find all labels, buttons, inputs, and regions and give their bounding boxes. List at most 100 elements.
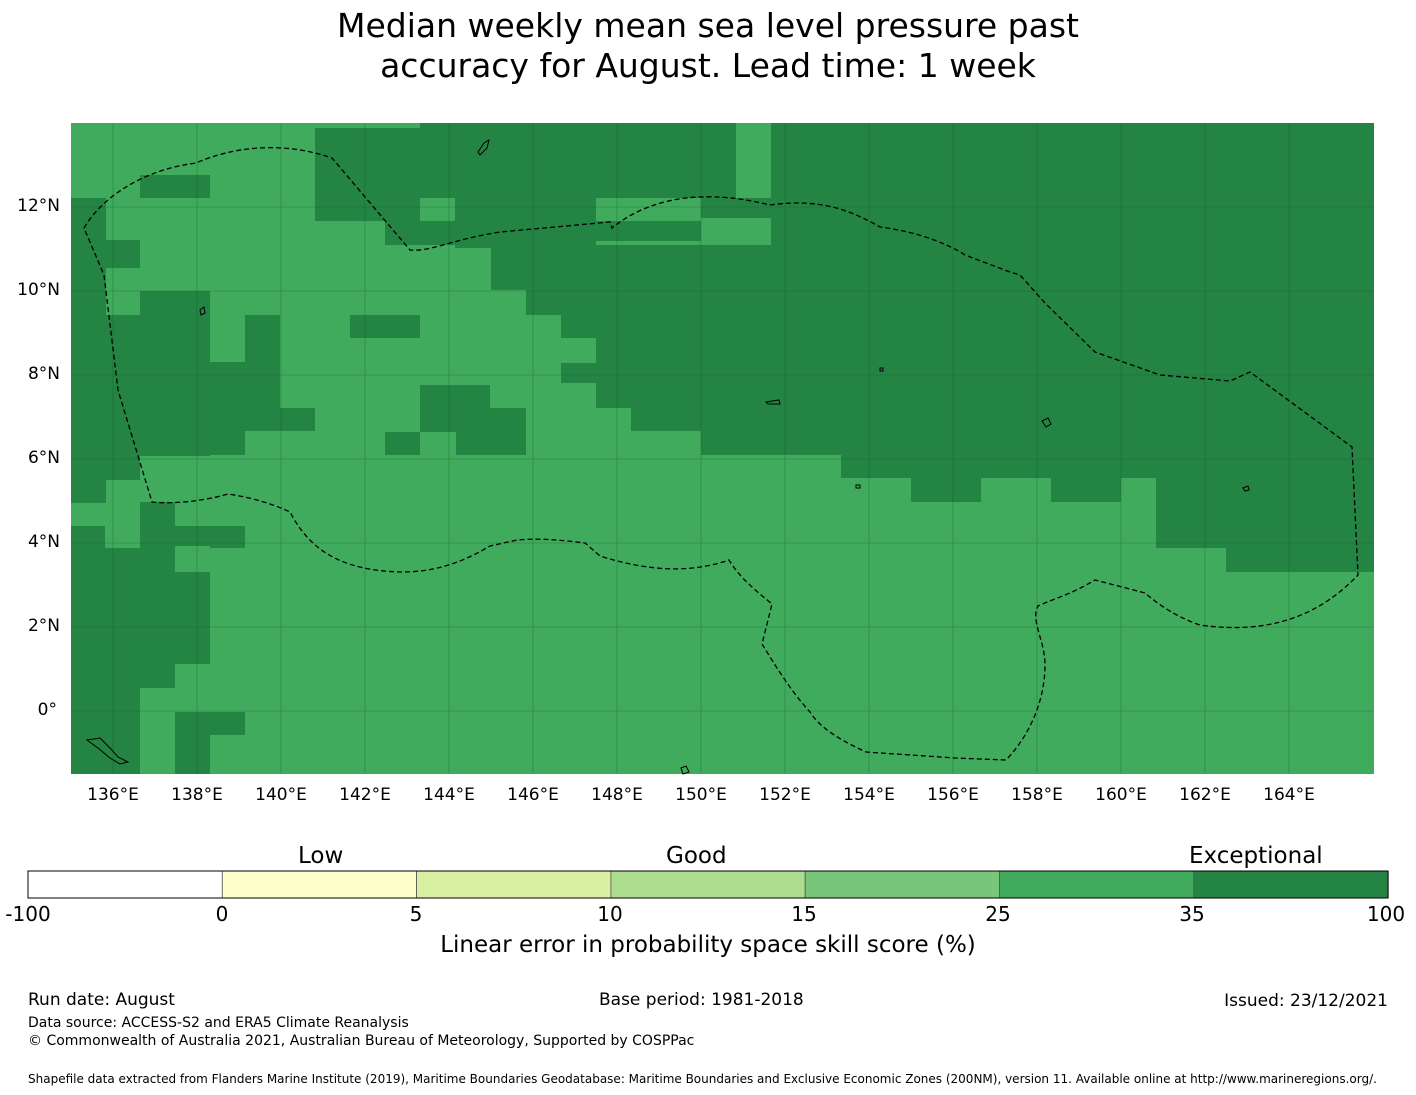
- exceptional-skill-cell: [140, 664, 175, 688]
- exceptional-skill-cell: [911, 478, 981, 502]
- title-line-2: accuracy for August. Lead time: 1 week: [380, 46, 1036, 85]
- exceptional-skill-cell: [491, 245, 1374, 290]
- colorbar-segment: [999, 870, 1195, 899]
- exceptional-skill-cell: [71, 240, 140, 268]
- lat-tick-label: 12°N: [17, 196, 60, 216]
- exceptional-skill-cell: [140, 175, 210, 198]
- exceptional-skill-cell: [71, 526, 105, 774]
- lon-tick-label: 152°E: [759, 785, 811, 805]
- colorbar-frame: [27, 870, 1389, 899]
- colorbar-category-exceptional: Exceptional: [1189, 843, 1323, 869]
- exceptional-skill-cell: [771, 123, 1374, 198]
- small-island: [1242, 485, 1250, 492]
- base-period: Base period: 1981-2018: [599, 990, 804, 1010]
- exceptional-skill-cell: [596, 221, 701, 241]
- exceptional-skill-cell: [701, 198, 1374, 218]
- copyright: © Commonwealth of Australia 2021, Austra…: [28, 1033, 695, 1049]
- map-area: [71, 123, 1374, 775]
- exceptional-skill-cell: [596, 383, 1374, 408]
- colorbar-category-good: Good: [666, 843, 727, 869]
- colorbar-category-low: Low: [298, 843, 344, 869]
- lat-tick-label: 0°: [37, 700, 57, 720]
- small-island: [680, 765, 690, 775]
- exceptional-skill-cell: [771, 218, 1374, 248]
- exceptional-skill-cell: [701, 431, 1374, 455]
- exceptional-skill-cell: [210, 526, 245, 548]
- colorbar-tick-label: -100: [5, 902, 51, 926]
- colorbar-tick-label: 25: [985, 902, 1011, 926]
- shapefile-credit: Shapefile data extracted from Flanders M…: [28, 1072, 1377, 1086]
- lon-tick-label: 140°E: [255, 785, 307, 805]
- lat-tick-label: 2°N: [27, 616, 60, 636]
- exceptional-skill-cell: [175, 735, 210, 774]
- colorbar-tick-label: 0: [215, 902, 229, 926]
- lat-tick-label: 8°N: [27, 364, 60, 384]
- exceptional-skill-cell: [140, 502, 175, 572]
- colorbar-tick-label: 15: [791, 902, 817, 926]
- exceptional-skill-cell: [105, 548, 140, 774]
- lon-tick-label: 156°E: [927, 785, 979, 805]
- issued-date: Issued: 23/12/2021: [1224, 991, 1388, 1011]
- eez-boundary: [83, 147, 1359, 761]
- exceptional-skill-cell: [455, 198, 596, 248]
- lon-tick-label: 138°E: [171, 785, 223, 805]
- colorbar-tick-label: 35: [1179, 902, 1205, 926]
- exceptional-skill-cell: [71, 298, 106, 503]
- small-island: [764, 399, 781, 405]
- small-island: [879, 367, 884, 372]
- graticule: [71, 123, 1374, 774]
- lon-tick-label: 162°E: [1179, 785, 1231, 805]
- title-line-1: Median weekly mean sea level pressure pa…: [337, 6, 1079, 45]
- colorbar-segment: [221, 870, 418, 899]
- island-outlines: [85, 138, 1250, 775]
- exceptional-skill-cell: [1226, 548, 1374, 572]
- exceptional-skill-cell: [526, 290, 1374, 315]
- exceptional-skill-cell: [106, 315, 140, 480]
- run-date: Run date: August: [28, 990, 175, 1010]
- colorbar-segment: [804, 870, 1000, 899]
- exceptional-skill-cell: [596, 338, 1374, 363]
- small-island: [1041, 417, 1052, 428]
- colorbar: [27, 870, 1389, 899]
- lat-tick-label: 10°N: [17, 280, 60, 300]
- lon-tick-label: 164°E: [1263, 785, 1315, 805]
- lon-tick-label: 144°E: [423, 785, 475, 805]
- exceptional-skill-cell: [385, 432, 420, 455]
- palau-islands: [85, 737, 130, 765]
- lon-tick-label: 150°E: [675, 785, 727, 805]
- exceptional-skill-cell: [140, 572, 210, 664]
- exceptional-skill-cell: [1051, 478, 1121, 502]
- exceptional-skill-cell: [561, 363, 1374, 383]
- lon-tick-label: 160°E: [1095, 785, 1147, 805]
- guam-island: [477, 138, 490, 156]
- exceptional-skill-cell: [631, 408, 1374, 431]
- lon-tick-label: 136°E: [87, 785, 139, 805]
- colorbar-segment: [27, 870, 223, 899]
- exceptional-skill-cell: [245, 315, 280, 431]
- exceptional-skill-cell: [175, 526, 210, 546]
- small-island: [199, 306, 206, 316]
- lat-tick-label: 6°N: [27, 448, 60, 468]
- exceptional-skill-cell: [456, 408, 526, 455]
- colorbar-segment: [610, 870, 806, 899]
- exceptional-skill-cell: [385, 221, 455, 245]
- exceptional-skill-cell: [210, 362, 245, 408]
- exceptional-skill-cell: [350, 315, 420, 338]
- exceptional-skill-cell: [210, 408, 245, 455]
- small-island: [855, 484, 861, 489]
- colorbar-tick-label: 5: [409, 902, 423, 926]
- exceptional-skill-cell: [280, 408, 315, 431]
- lon-tick-label: 154°E: [843, 785, 895, 805]
- exceptional-skill-cell: [561, 315, 1374, 338]
- lon-tick-label: 148°E: [591, 785, 643, 805]
- exceptional-skill-cell: [666, 128, 701, 151]
- lon-tick-label: 146°E: [507, 785, 559, 805]
- colorbar-segment: [416, 870, 612, 899]
- lat-tick-label: 4°N: [27, 532, 60, 552]
- exceptional-skill-cell: [175, 712, 245, 735]
- colorbar-tick-label: 10: [597, 902, 623, 926]
- exceptional-skill-cell: [140, 291, 210, 456]
- lon-tick-label: 142°E: [339, 785, 391, 805]
- exceptional-skill-cell: [315, 128, 420, 221]
